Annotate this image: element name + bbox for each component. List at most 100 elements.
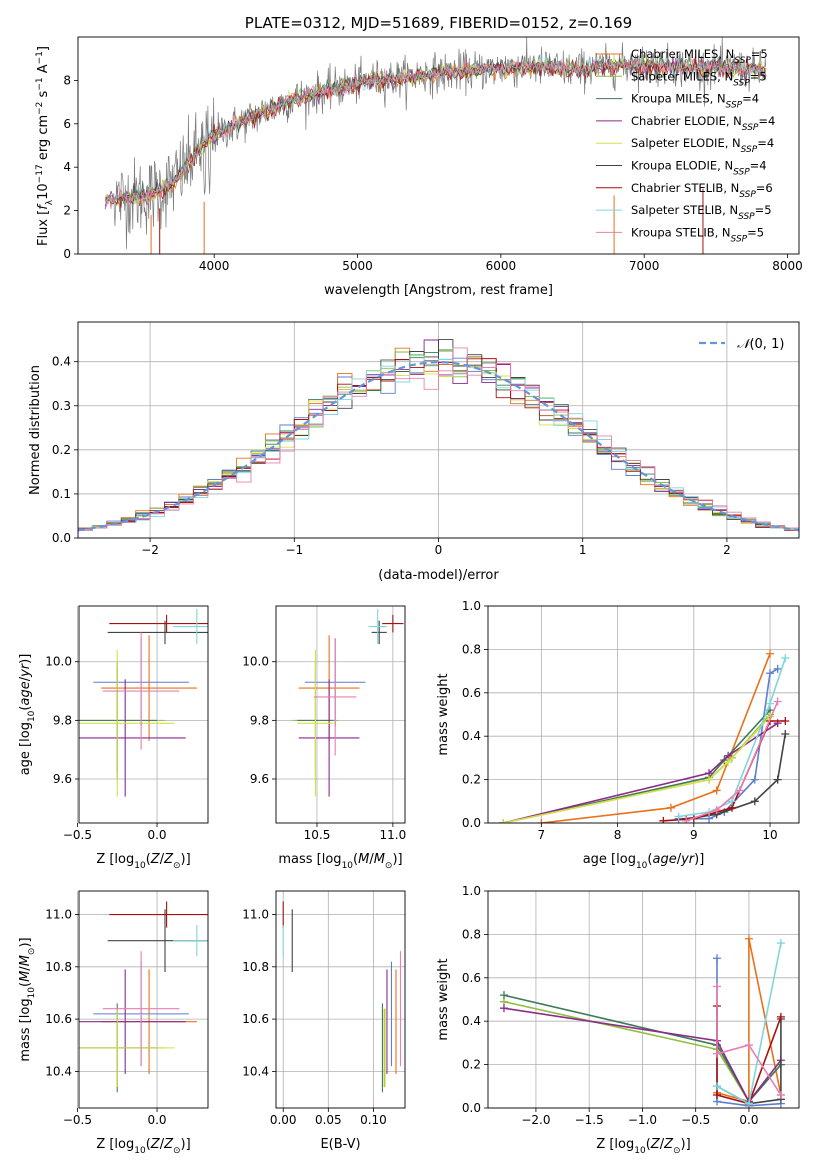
- plus-marker: [773, 664, 782, 673]
- x-tick-label: 0.0: [147, 1113, 166, 1127]
- x-axis-label: (data-model)/error: [378, 568, 499, 583]
- x-axis-label: age [log10(age/yr)]: [583, 852, 705, 871]
- x-tick-label: −0.5: [681, 1113, 710, 1127]
- plus-marker: [750, 775, 759, 784]
- x-tick-label: 1: [579, 543, 587, 557]
- series-line: [716, 938, 782, 1103]
- x-tick-label: −2: [141, 543, 159, 557]
- x-tick-label: −1.5: [575, 1113, 604, 1127]
- x-axis-label: Z [log10(Z/Z⊙)]: [96, 852, 190, 871]
- legend-entry: Chabrier ELODIE, NSSP=4: [631, 114, 775, 133]
- y-tick-label: 11.0: [242, 908, 269, 922]
- y-tick-label: 10.6: [242, 1012, 269, 1026]
- x-axis-label: Z [log10(Z/Z⊙)]: [96, 1137, 190, 1156]
- chart-title: PLATE=0312, MJD=51689, FIBERID=0152, z=0…: [245, 14, 632, 32]
- series-line: [503, 716, 771, 823]
- y-tick-label: 0.3: [52, 399, 71, 413]
- axes-frame: [487, 890, 800, 1109]
- x-tick-label: 8000: [772, 259, 803, 273]
- y-tick-label: 0.4: [462, 729, 481, 743]
- y-tick-label: 11.0: [45, 908, 72, 922]
- plus-marker: [744, 1041, 753, 1050]
- x-tick-label: 9: [690, 828, 698, 842]
- panel-residuals: −2 −1 0 1 2 0.0 0.1 0.2 0.3 0.4 (data-model)/error…: [28, 321, 800, 583]
- x-tick-label: 2: [723, 543, 731, 557]
- plus-marker: [712, 1082, 721, 1091]
- plus-marker: [773, 775, 782, 784]
- plus-marker: [727, 797, 736, 806]
- y-tick-label: 8: [63, 73, 71, 87]
- errorbar-point: [109, 614, 208, 633]
- errorbar-point: [371, 620, 387, 645]
- x-tick-label: 11.0: [379, 828, 406, 842]
- errorbar-point: [313, 638, 357, 756]
- spectrum-lines: [104, 37, 767, 254]
- errorbar-point: [109, 901, 208, 928]
- y-tick-label: 10.8: [242, 960, 269, 974]
- plus-marker: [744, 934, 753, 943]
- panel-mass-vs-EBV: 0.00 0.05 0.10 10.4 10.6 10.8 11.0 E(B-V): [242, 890, 406, 1152]
- errorbar-point: [102, 951, 180, 1067]
- plus-marker: [499, 819, 508, 823]
- errorbar-point: [79, 969, 186, 1075]
- y-tick-label: 0.4: [462, 1014, 481, 1028]
- x-axis-label: E(B-V): [320, 1137, 360, 1152]
- legend-entry: Chabrier STELIB, NSSP=6: [631, 181, 773, 200]
- errorbar-point: [368, 608, 387, 645]
- model-spectrum-6: [104, 57, 767, 208]
- y-tick-label: 0.8: [462, 927, 481, 941]
- panel-massweight-vs-Z: −2.0 −1.5 −1.0 −0.5 0.0 0.0 0.2 0.4 0.6 0.8 1.0 Z […: [436, 884, 800, 1156]
- errorbars: [292, 608, 404, 797]
- plus-marker: [705, 775, 714, 784]
- y-axis-label: mass weight: [436, 673, 451, 755]
- plus-marker: [499, 1004, 508, 1013]
- legend-entry: Kroupa ELODIE, NSSP=4: [631, 159, 767, 178]
- x-axis-label: Z [log10(Z/Z⊙)]: [596, 1137, 690, 1156]
- plus-marker: [776, 939, 785, 948]
- y-tick-label: 0.2: [462, 1058, 481, 1072]
- plus-marker: [712, 805, 721, 814]
- y-tick-label: 10.0: [45, 655, 72, 669]
- errorbar-point: [297, 649, 334, 797]
- y-axis-label: mass weight: [436, 958, 451, 1040]
- x-tick-label: 0: [435, 543, 443, 557]
- mass-weight-lines: [499, 649, 790, 823]
- x-tick-label: 4000: [199, 259, 230, 273]
- errorbars: [79, 608, 208, 797]
- plus-marker: [766, 669, 775, 678]
- axes-frame: [77, 36, 800, 255]
- x-tick-label: 10.5: [304, 828, 331, 842]
- normal-curve: [78, 360, 799, 532]
- x-tick-label: 6000: [486, 259, 517, 273]
- plus-marker: [735, 786, 744, 795]
- y-tick-label: 0: [63, 247, 71, 261]
- legend-entry: Salpeter ELODIE, NSSP=4: [631, 136, 774, 155]
- plus-marker: [776, 1012, 785, 1021]
- x-tick-label: −0.5: [63, 828, 92, 842]
- axes-frame: [78, 890, 209, 1109]
- plus-marker: [712, 1049, 721, 1058]
- y-tick-label: 6: [63, 117, 71, 131]
- axes-frame: [275, 605, 406, 824]
- plus-marker: [744, 1099, 753, 1108]
- x-tick-label: 0.0: [147, 828, 166, 842]
- plus-marker: [750, 797, 759, 806]
- x-tick-label: 7: [538, 828, 546, 842]
- y-tick-label: 9.6: [53, 772, 72, 786]
- errorbar-point: [107, 620, 208, 645]
- legend-entry: Kroupa MILES, NSSP=4: [631, 92, 759, 111]
- y-tick-label: 1.0: [462, 599, 481, 613]
- panel-age-vs-Z: −0.5 0.0 9.6 9.8 10.0 Z [log10(Z/Z⊙)] age [log…: [18, 605, 209, 871]
- errorbars: [79, 901, 208, 1093]
- y-tick-label: 0.6: [462, 971, 481, 985]
- plus-marker: [537, 819, 546, 823]
- y-tick-label: 0.1: [52, 487, 71, 501]
- legend-entry: 𝒩(0, 1): [737, 337, 784, 352]
- plus-marker: [781, 717, 790, 726]
- y-tick-label: 10.4: [242, 1064, 269, 1078]
- x-tick-label: 0.05: [315, 1113, 342, 1127]
- plus-marker: [712, 1090, 721, 1099]
- x-axis-label: mass [log10(M/M⊙)]: [278, 852, 402, 871]
- panel-age-vs-mass: 10.5 11.0 9.6 9.8 10.0 mass [log10(M/M⊙)]: [242, 605, 406, 871]
- plus-marker: [781, 730, 790, 739]
